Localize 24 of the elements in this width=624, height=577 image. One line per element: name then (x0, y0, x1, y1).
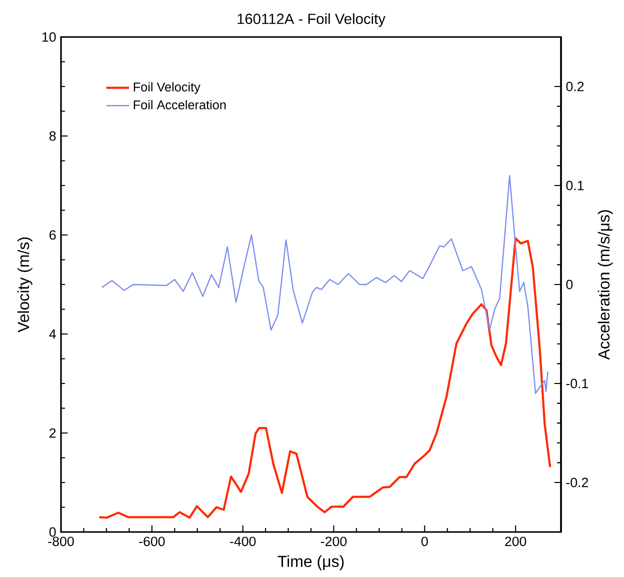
y2-tick-label: 0.2 (566, 82, 584, 92)
legend-label: Foil Acceleration (134, 100, 226, 110)
x-tick-label: 200 (505, 536, 526, 546)
x-tick-label: 0 (421, 536, 428, 546)
y2-tick-label: -0.2 (566, 478, 588, 488)
y2-tick-label: 0 (566, 280, 573, 290)
y-tick-label: 0 (49, 527, 56, 537)
y2-tick-label: 0.1 (566, 180, 584, 190)
legend-label: Foil Velocity (134, 82, 200, 94)
y-tick-label: 2 (50, 428, 56, 438)
x-tick-label: -600 (139, 536, 165, 546)
y2-axis-title: Acceleration (m/s/μs) (598, 210, 613, 360)
y-tick-label: 4 (49, 329, 56, 339)
line-series (101, 174, 548, 394)
x-tick-label: -800 (48, 536, 74, 546)
y-tick-label: 6 (50, 230, 56, 240)
x-axis-title: Time (μs) (278, 555, 344, 570)
chart-title: 160112A - Foil Velocity (238, 13, 386, 27)
y-tick-label: 8 (49, 131, 56, 141)
x-tick-label: -200 (320, 536, 347, 546)
y-tick-label: 10 (42, 32, 56, 42)
x-tick-label: -400 (230, 536, 256, 546)
y-axis-title: Velocity (m/s) (17, 237, 32, 332)
y2-tick-label: -0.1 (566, 378, 588, 388)
